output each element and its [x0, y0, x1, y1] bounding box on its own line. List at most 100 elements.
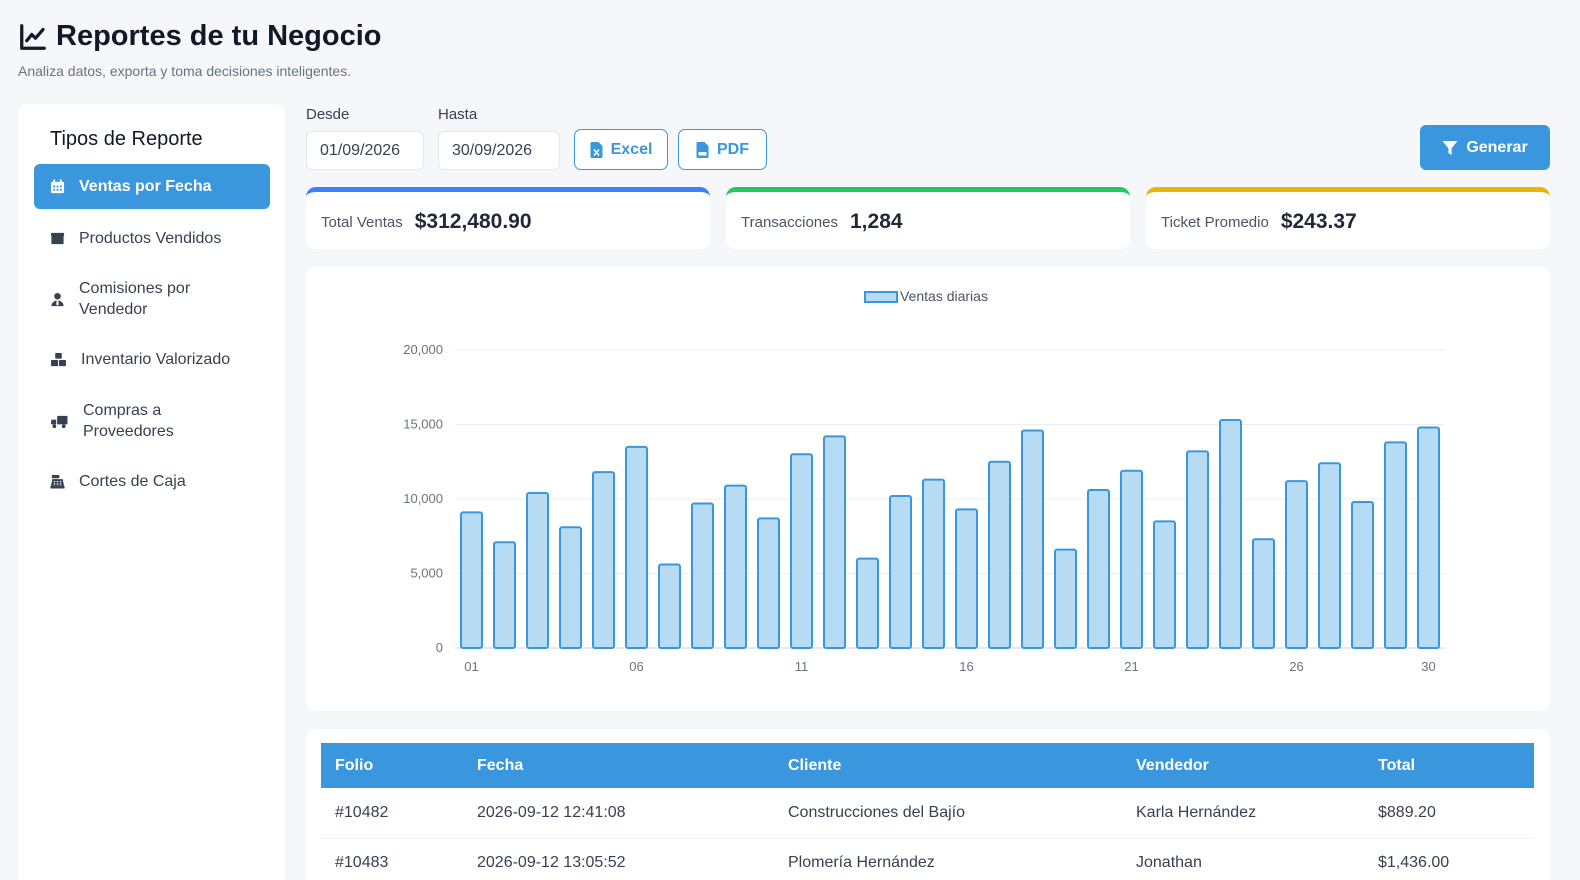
y-tick-label: 0: [436, 640, 443, 655]
x-tick-label: 06: [629, 659, 643, 674]
bar: [1054, 548, 1077, 649]
legend-swatch: [864, 291, 898, 303]
legend-label: Ventas diarias: [900, 288, 988, 304]
y-tick-label: 20,000: [403, 342, 443, 357]
stat-label: Transacciones: [741, 214, 838, 231]
filter-icon: [1442, 140, 1458, 155]
y-tick-label: 10,000: [403, 491, 443, 506]
from-date-label: Desde: [306, 106, 350, 123]
bar: [1219, 419, 1242, 649]
bar: [955, 508, 978, 649]
bar: [625, 445, 648, 649]
cell-total: $889.20: [1364, 788, 1534, 839]
export-pdf-button[interactable]: PDF: [678, 129, 767, 170]
bar: [1153, 520, 1176, 650]
cash-register-icon: [50, 474, 65, 489]
bar: [856, 557, 879, 650]
sidebar-item-compras-a-proveedores[interactable]: Compras a Proveedores: [34, 398, 270, 444]
x-tick-label: 01: [464, 659, 478, 674]
to-date-input[interactable]: 30/09/2026: [438, 131, 560, 170]
box-icon: [50, 231, 65, 246]
truck-icon: [50, 414, 69, 429]
generate-label: Generar: [1466, 138, 1528, 156]
boxes-icon: [50, 352, 67, 367]
chart-line-icon: [20, 23, 46, 50]
cell-folio: #10482: [321, 788, 463, 839]
excel-label: Excel: [610, 140, 653, 158]
stat-label: Total Ventas: [321, 214, 403, 231]
cell-cliente: Construcciones del Bajío: [774, 788, 1122, 839]
cell-vendedor: Karla Hernández: [1122, 788, 1364, 839]
bar: [922, 478, 945, 649]
cell-cliente: Plomería Hernández: [774, 838, 1122, 880]
stat-value: 1,284: [850, 209, 903, 233]
stat-label: Ticket Promedio: [1161, 214, 1269, 231]
bar: [592, 471, 615, 649]
cell-total: $1,436.00: [1364, 838, 1534, 880]
sidebar-item-label: Cortes de Caja: [79, 472, 186, 490]
sidebar-item-label: Comisiones por Vendedor: [79, 280, 191, 318]
bar: [691, 502, 714, 649]
sidebar-item-cortes-de-caja[interactable]: Cortes de Caja: [34, 469, 270, 493]
sidebar-item-inventario-valorizado[interactable]: Inventario Valorizado: [34, 347, 270, 371]
bar: [790, 453, 813, 649]
y-tick-label: 15,000: [403, 417, 443, 432]
bar: [1384, 441, 1407, 649]
bar: [493, 541, 516, 649]
pdf-label: PDF: [717, 140, 749, 158]
column-header-total: Total: [1378, 756, 1416, 774]
column-header-fecha: Fecha: [477, 756, 524, 774]
x-tick-label: 21: [1124, 659, 1138, 674]
page-title-text: Reportes de tu Negocio: [56, 20, 382, 52]
bar: [823, 435, 846, 649]
to-date-label: Hasta: [438, 106, 478, 123]
column-header-vendedor: Vendedor: [1136, 756, 1209, 774]
bar: [1318, 462, 1341, 649]
x-tick-label: 11: [795, 659, 809, 674]
cell-fecha: 2026-09-12 12:41:08: [463, 788, 774, 839]
page-title: Reportes de tu Negocio: [18, 20, 382, 53]
from-date-input[interactable]: 01/09/2026: [306, 131, 424, 170]
x-tick-label: 30: [1421, 659, 1435, 674]
cell-folio: #10483: [321, 838, 463, 880]
sidebar-item-productos-vendidos[interactable]: Productos Vendidos: [34, 226, 270, 250]
sidebar-item-label: Productos Vendidos: [79, 229, 222, 247]
calendar-icon: [50, 179, 65, 194]
sales-table: Folio Fecha Cliente Vendedor Total #1048…: [321, 743, 1534, 880]
generate-button[interactable]: Generar: [1420, 125, 1550, 170]
bar: [1285, 480, 1308, 649]
sidebar-title: Tipos de Reporte: [50, 128, 203, 150]
sales-bar-chart: Ventas diarias 0 5,000 10,000 15,000 20,000 01…: [403, 288, 1445, 674]
bar: [988, 460, 1011, 649]
page-subtitle: Analiza datos, exporta y toma decisiones…: [18, 63, 352, 79]
bar: [460, 511, 483, 649]
bar: [1252, 538, 1275, 650]
export-excel-button[interactable]: Excel: [574, 129, 668, 170]
x-tick-label: 26: [1289, 659, 1303, 674]
x-tick-label: 16: [959, 659, 973, 674]
user-tie-icon: [50, 292, 65, 307]
stat-card-transacciones: Transacciones 1,284: [726, 187, 1130, 249]
sidebar-item-comisiones-por-vendedor[interactable]: Comisiones por Vendedor: [34, 276, 270, 322]
bar: [757, 517, 780, 649]
cell-fecha: 2026-09-12 13:05:52: [463, 838, 774, 880]
sidebar-item-label: Inventario Valorizado: [81, 350, 231, 368]
bar: [889, 495, 912, 649]
table-row[interactable]: #10483 2026-09-12 13:05:52 Plomería Hern…: [321, 838, 1534, 880]
sidebar-item-label: Compras a Proveedores: [83, 402, 174, 440]
stat-card-ticket-promedio: Ticket Promedio $243.37: [1146, 187, 1550, 249]
bar: [658, 563, 681, 649]
bar: [1351, 500, 1374, 649]
table-header-row: Folio Fecha Cliente Vendedor Total: [321, 743, 1534, 788]
cell-vendedor: Jonathan: [1122, 838, 1364, 880]
table-row[interactable]: #10482 2026-09-12 12:41:08 Construccione…: [321, 788, 1534, 839]
sidebar-item-label: Ventas por Fecha: [79, 178, 212, 195]
report-types-sidebar: Tipos de Reporte Ventas por Fecha Produc…: [18, 104, 285, 880]
page-header: Reportes de tu Negocio Analiza datos, ex…: [18, 20, 382, 79]
file-excel-icon: [590, 141, 603, 158]
sidebar-item-ventas-por-fecha[interactable]: Ventas por Fecha: [34, 164, 270, 209]
stat-value: $243.37: [1280, 209, 1357, 233]
bar: [1120, 469, 1143, 649]
y-tick-label: 5,000: [410, 566, 443, 581]
column-header-cliente: Cliente: [788, 756, 842, 774]
